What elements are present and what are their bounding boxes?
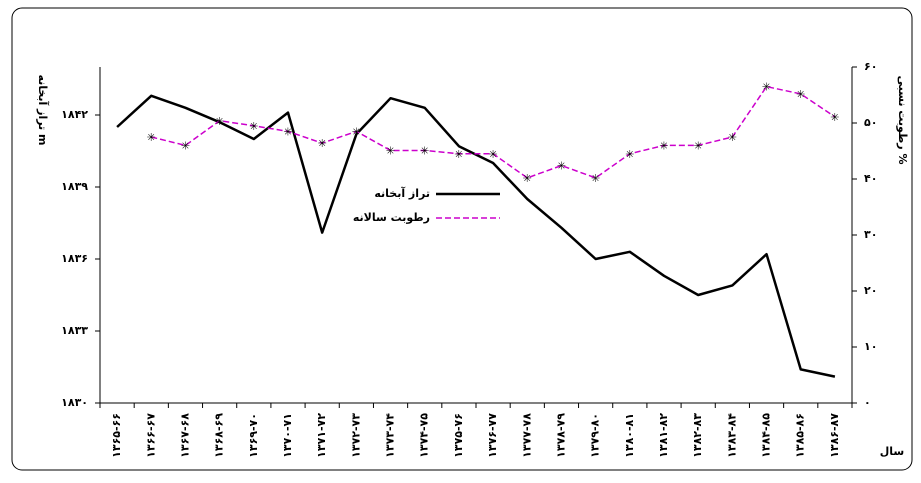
x-tick-label: ۱۳۷۸-۷۹ <box>554 413 567 458</box>
y-tick-label: ۱۸۴۲ <box>61 108 88 121</box>
marker: ✳ <box>523 172 532 185</box>
y2-tick-label: ۶۰ <box>864 60 877 73</box>
y-tick-label: ۱۸۳۳ <box>61 324 88 337</box>
x-tick-label: ۱۳۸۲-۸۳ <box>691 413 704 458</box>
x-tick-label: ۱۳۷۶-۷۷ <box>486 413 499 458</box>
x-tick-label: ۱۳۸۱-۸۲ <box>657 413 670 458</box>
marker: ✳ <box>352 125 361 138</box>
marker: ✳ <box>830 111 839 124</box>
x-tick-label: ۱۳۸۶-۸۷ <box>828 413 841 458</box>
y2-tick-label: ۱۰ <box>864 340 877 353</box>
y-tick-label: ۱۸۳۹ <box>61 180 88 193</box>
marker: ✳ <box>762 81 771 94</box>
marker: ✳ <box>420 144 429 157</box>
y2-tick-label: ۳۰ <box>864 228 877 241</box>
marker: ✳ <box>386 144 395 157</box>
marker: ✳ <box>318 137 327 150</box>
y-axis-label: تراز آبخانه m <box>36 75 50 146</box>
marker: ✳ <box>249 120 258 133</box>
series-line <box>116 94 836 378</box>
x-tick-label: ۱۳۷۷-۷۸ <box>520 413 533 458</box>
marker: ✳ <box>488 148 497 161</box>
marker: ✳ <box>796 88 805 101</box>
y2-tick-label: ۵۰ <box>864 116 877 129</box>
x-tick-label: ۱۳۷۵-۷۶ <box>452 413 465 458</box>
legend-label: تراز آبخانه <box>374 186 430 200</box>
x-tick-label: ۱۳۸۰-۸۱ <box>623 413 636 458</box>
x-tick-label: ۱۳۶۹-۷۰ <box>247 413 260 458</box>
marker: ✳ <box>283 125 292 138</box>
x-tick-label: ۱۳۷۳-۷۴ <box>384 413 397 458</box>
marker: ✳ <box>557 160 566 173</box>
y2-tick-label: ۰ <box>864 396 871 409</box>
x-tick-label: ۱۳۸۳-۸۴ <box>725 413 738 458</box>
x-tick-label: ۱۳۶۶-۶۷ <box>144 413 157 458</box>
x-tick-label: ۱۳۶۸-۶۹ <box>213 413 226 458</box>
marker: ✳ <box>181 139 190 152</box>
x-tick-label: ۱۳۶۵-۶۶ <box>110 413 123 458</box>
x-tick-label: ۱۳۶۷-۶۸ <box>178 413 191 458</box>
x-tick-label: ۱۳۸۴-۸۵ <box>760 413 773 458</box>
x-tick-label: ۱۳۷۲-۷۳ <box>349 413 362 458</box>
marker: ✳ <box>591 172 600 185</box>
x-tick-label: ۱۳۷۰-۷۱ <box>281 413 294 458</box>
y-tick-label: ۱۸۳۶ <box>61 252 88 265</box>
y2-tick-label: ۴۰ <box>864 172 877 185</box>
marker: ✳ <box>659 139 668 152</box>
frame <box>11 7 913 471</box>
series-line <box>151 85 836 179</box>
marker: ✳ <box>694 139 703 152</box>
marker: ✳ <box>454 148 463 161</box>
x-tick-label: ۱۳۷۹-۸۰ <box>589 413 602 458</box>
legend-label: رطوبت سالانه <box>353 211 430 224</box>
x-tick-label: ۱۳۷۴-۷۵ <box>418 413 431 458</box>
marker: ✳ <box>728 131 737 144</box>
marker: ✳ <box>215 115 224 128</box>
y2-axis-label: رطوبت نسبی % <box>896 76 909 165</box>
x-tick-label: ۱۳۷۱-۷۲ <box>315 413 328 458</box>
marker: ✳ <box>625 148 634 161</box>
x-axis-label: سال <box>880 445 905 458</box>
y2-tick-label: ۲۰ <box>864 284 877 297</box>
y-tick-label: ۱۸۳۰ <box>61 396 88 409</box>
marker: ✳ <box>147 131 156 144</box>
x-tick-label: ۱۳۸۵-۸۶ <box>794 413 807 458</box>
